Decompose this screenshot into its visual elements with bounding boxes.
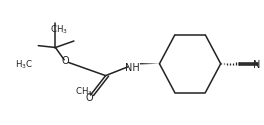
Text: CH$_3$: CH$_3$ bbox=[50, 24, 68, 36]
Text: O: O bbox=[62, 56, 69, 66]
Text: N: N bbox=[253, 60, 261, 70]
Text: H$_3$C: H$_3$C bbox=[15, 59, 33, 71]
Polygon shape bbox=[140, 63, 159, 64]
Text: O: O bbox=[86, 93, 93, 103]
Text: NH: NH bbox=[125, 63, 139, 73]
Text: CH$_3$: CH$_3$ bbox=[75, 86, 93, 98]
